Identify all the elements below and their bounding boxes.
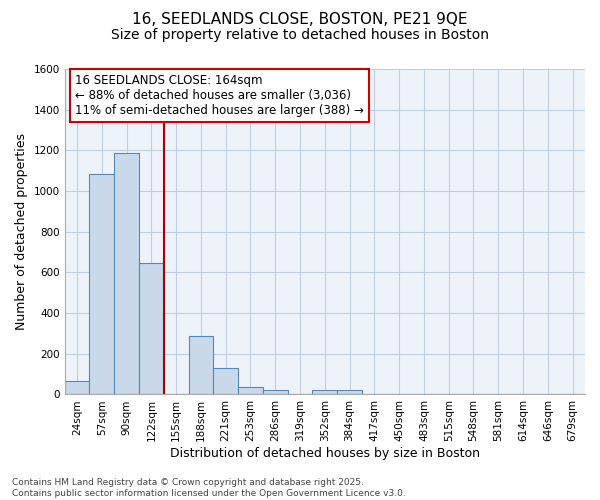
Bar	[188, 336, 214, 394]
Text: Contains HM Land Registry data © Crown copyright and database right 2025.
Contai: Contains HM Land Registry data © Crown c…	[12, 478, 406, 498]
Bar	[114, 154, 139, 394]
Bar	[337, 390, 362, 394]
Bar	[214, 368, 238, 394]
Y-axis label: Number of detached properties: Number of detached properties	[15, 133, 28, 330]
Bar	[139, 264, 164, 394]
Bar	[89, 174, 114, 394]
X-axis label: Distribution of detached houses by size in Boston: Distribution of detached houses by size …	[170, 447, 480, 460]
Text: 16 SEEDLANDS CLOSE: 164sqm
← 88% of detached houses are smaller (3,036)
11% of s: 16 SEEDLANDS CLOSE: 164sqm ← 88% of deta…	[75, 74, 364, 117]
Bar	[238, 386, 263, 394]
Text: Size of property relative to detached houses in Boston: Size of property relative to detached ho…	[111, 28, 489, 42]
Text: 16, SEEDLANDS CLOSE, BOSTON, PE21 9QE: 16, SEEDLANDS CLOSE, BOSTON, PE21 9QE	[132, 12, 468, 28]
Bar	[263, 390, 287, 394]
Bar	[313, 390, 337, 394]
Bar	[65, 381, 89, 394]
